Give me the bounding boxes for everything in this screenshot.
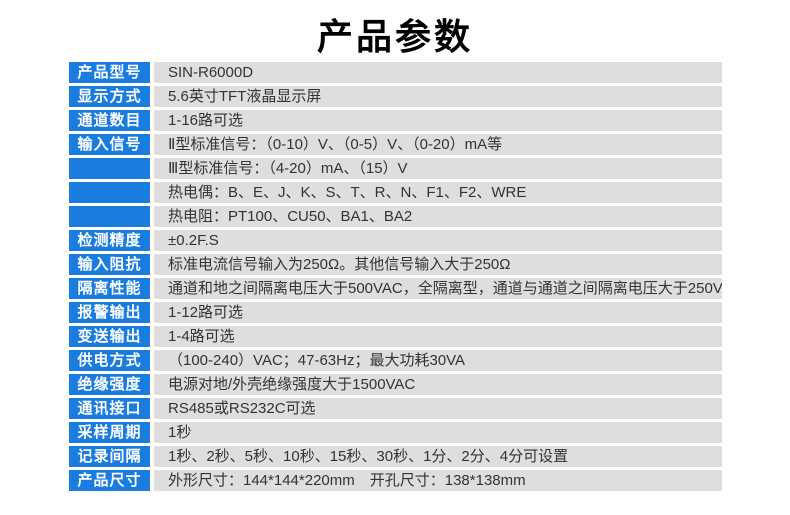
row-label: 隔离性能 (69, 278, 150, 299)
row-value: 电源对地/外壳绝缘强度大于1500VAC (154, 374, 722, 395)
row-value: （100-240）VAC；47-63Hz；最大功耗30VA (154, 350, 722, 371)
row-label: 输入阻抗 (69, 254, 150, 275)
spec-table: 产品型号 SIN-R6000D 显示方式 5.6英寸TFT液晶显示屏 通道数目 … (69, 62, 722, 494)
table-row: 供电方式 （100-240）VAC；47-63Hz；最大功耗30VA (69, 350, 722, 371)
row-value: 通道和地之间隔离电压大于500VAC，全隔离型，通道与通道之间隔离电压大于250… (154, 278, 722, 299)
row-label: 供电方式 (69, 350, 150, 371)
row-value: SIN-R6000D (154, 62, 722, 83)
row-value: Ⅲ型标准信号：（4-20）mA、（15）V (154, 158, 722, 179)
row-label-continuation (69, 206, 150, 227)
table-row: 隔离性能 通道和地之间隔离电压大于500VAC，全隔离型，通道与通道之间隔离电压… (69, 278, 722, 299)
row-label: 显示方式 (69, 86, 150, 107)
table-row: 显示方式 5.6英寸TFT液晶显示屏 (69, 86, 722, 107)
row-value: Ⅱ型标准信号：（0-10）V、（0-5）V、（0-20）mA等 (154, 134, 722, 155)
row-value: 1-12路可选 (154, 302, 722, 323)
row-value: 外形尺寸：144*144*220mm 开孔尺寸：138*138mm (154, 470, 722, 491)
table-row: Ⅲ型标准信号：（4-20）mA、（15）V (69, 158, 722, 179)
row-value: ±0.2F.S (154, 230, 722, 251)
table-row: 检测精度 ±0.2F.S (69, 230, 722, 251)
row-label: 绝缘强度 (69, 374, 150, 395)
row-value: 1-4路可选 (154, 326, 722, 347)
row-value: 5.6英寸TFT液晶显示屏 (154, 86, 722, 107)
row-label: 记录间隔 (69, 446, 150, 467)
row-label: 变送输出 (69, 326, 150, 347)
row-label-continuation (69, 158, 150, 179)
table-row: 通道数目 1-16路可选 (69, 110, 722, 131)
row-label: 检测精度 (69, 230, 150, 251)
row-value: 热电阻：PT100、CU50、BA1、BA2 (154, 206, 722, 227)
table-row: 报警输出 1-12路可选 (69, 302, 722, 323)
row-label: 采样周期 (69, 422, 150, 443)
row-label-continuation (69, 182, 150, 203)
table-row: 热电偶：B、E、J、K、S、T、R、N、F1、F2、WRE (69, 182, 722, 203)
row-label: 产品尺寸 (69, 470, 150, 491)
row-label: 通道数目 (69, 110, 150, 131)
table-row: 记录间隔 1秒、2秒、5秒、10秒、15秒、30秒、1分、2分、4分可设置 (69, 446, 722, 467)
row-label: 输入信号 (69, 134, 150, 155)
table-row: 绝缘强度 电源对地/外壳绝缘强度大于1500VAC (69, 374, 722, 395)
row-label: 产品型号 (69, 62, 150, 83)
row-label: 报警输出 (69, 302, 150, 323)
table-row: 产品尺寸 外形尺寸：144*144*220mm 开孔尺寸：138*138mm (69, 470, 722, 491)
table-row: 通讯接口 RS485或RS232C可选 (69, 398, 722, 419)
row-value: 1秒 (154, 422, 722, 443)
page-title: 产品参数 (316, 16, 473, 57)
row-value: 热电偶：B、E、J、K、S、T、R、N、F1、F2、WRE (154, 182, 722, 203)
row-value: RS485或RS232C可选 (154, 398, 722, 419)
table-row: 输入阻抗 标准电流信号输入为250Ω。其他信号输入大于250Ω (69, 254, 722, 275)
table-row: 采样周期 1秒 (69, 422, 722, 443)
row-label: 通讯接口 (69, 398, 150, 419)
table-row: 产品型号 SIN-R6000D (69, 62, 722, 83)
table-row: 热电阻：PT100、CU50、BA1、BA2 (69, 206, 722, 227)
table-row: 输入信号 Ⅱ型标准信号：（0-10）V、（0-5）V、（0-20）mA等 (69, 134, 722, 155)
row-value: 1秒、2秒、5秒、10秒、15秒、30秒、1分、2分、4分可设置 (154, 446, 722, 467)
row-value: 1-16路可选 (154, 110, 722, 131)
row-value: 标准电流信号输入为250Ω。其他信号输入大于250Ω (154, 254, 722, 275)
table-row: 变送输出 1-4路可选 (69, 326, 722, 347)
